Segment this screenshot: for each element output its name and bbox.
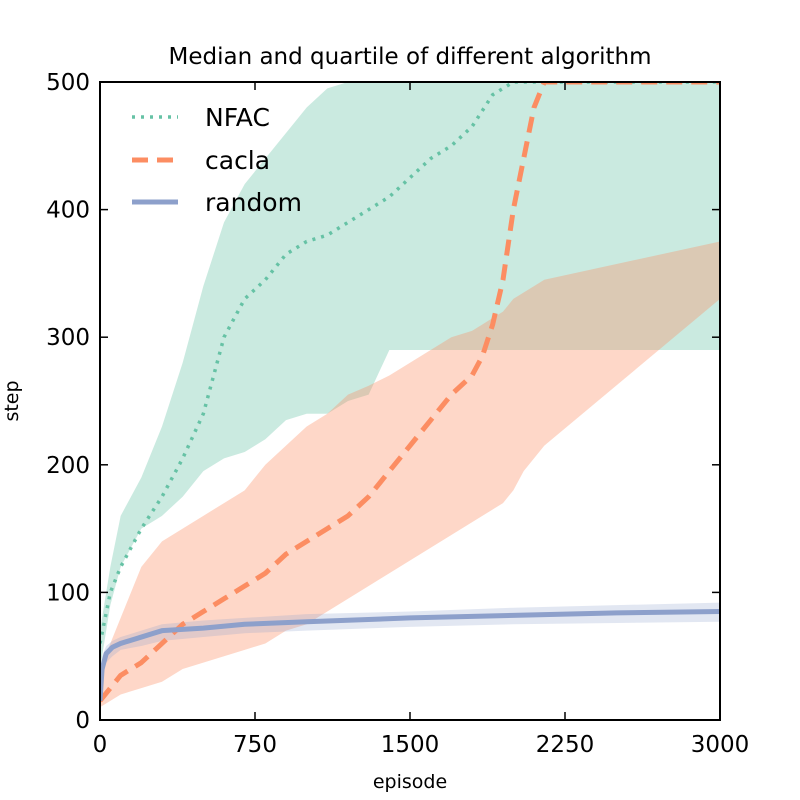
median-line-nfac bbox=[100, 82, 720, 644]
y-tick-label: 400 bbox=[46, 198, 90, 224]
legend: NFAC cacla random bbox=[132, 103, 302, 217]
median-lines bbox=[100, 82, 720, 703]
x-tick-label: 0 bbox=[93, 732, 108, 758]
chart-title: Median and quartile of different algorit… bbox=[168, 44, 651, 70]
quartile-bands bbox=[100, 82, 720, 708]
legend-label-nfac: NFAC bbox=[205, 103, 270, 132]
axis-ticks: 0 750 1500 2250 3000 0 100 200 300 400 500 bbox=[46, 70, 749, 758]
legend-label-random: random bbox=[205, 188, 302, 217]
y-tick-label: 300 bbox=[46, 325, 90, 351]
y-axis-label: step bbox=[1, 380, 23, 421]
median-line-random bbox=[100, 609, 720, 702]
median-line-cacla bbox=[100, 82, 720, 703]
x-axis-label: episode bbox=[373, 771, 447, 793]
y-tick-label: 200 bbox=[46, 453, 90, 479]
quartile-band-cacla bbox=[100, 241, 720, 708]
y-tick-label: 0 bbox=[75, 708, 90, 734]
y-tick-label: 500 bbox=[46, 70, 90, 96]
y-tick-label: 100 bbox=[46, 580, 90, 606]
legend-label-cacla: cacla bbox=[205, 146, 270, 175]
quartile-band-random bbox=[100, 602, 720, 708]
x-tick-label: 3000 bbox=[691, 732, 750, 758]
quartile-band-nfac bbox=[100, 82, 720, 669]
x-tick-label: 1500 bbox=[381, 732, 440, 758]
x-tick-label: 750 bbox=[233, 732, 277, 758]
x-tick-label: 2250 bbox=[536, 732, 595, 758]
